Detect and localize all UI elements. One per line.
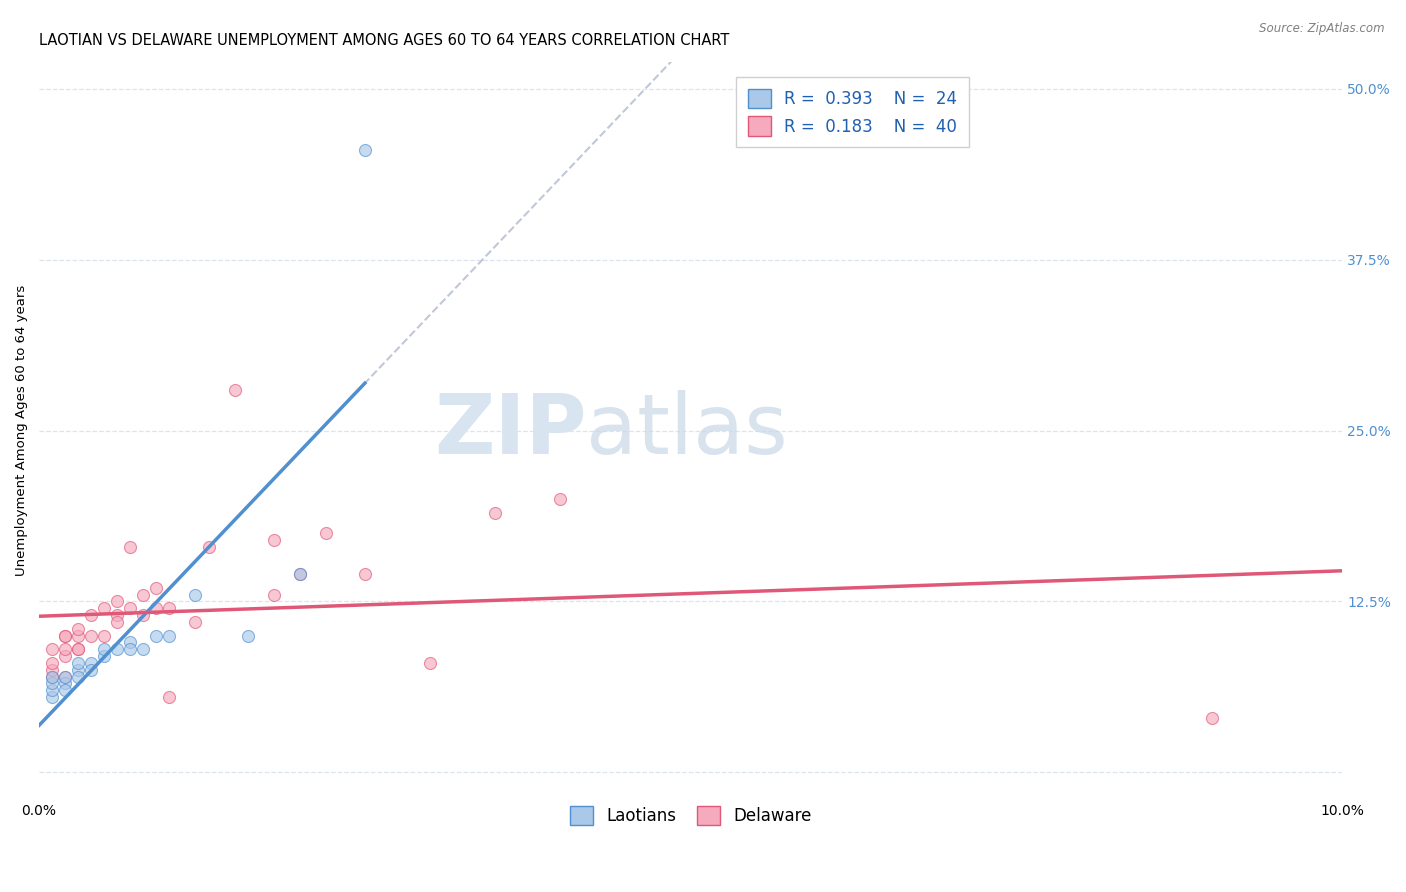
- Point: [120, 540, 142, 554]
- Point: [67, 642, 90, 657]
- Text: atlas: atlas: [586, 390, 789, 471]
- Point: [80, 663, 103, 677]
- Point: [53, 648, 76, 663]
- Point: [224, 383, 246, 397]
- Point: [53, 669, 76, 683]
- Point: [263, 588, 285, 602]
- Point: [67, 642, 90, 657]
- Point: [93, 648, 115, 663]
- Point: [197, 540, 219, 554]
- Point: [120, 601, 142, 615]
- Point: [67, 663, 90, 677]
- Point: [288, 567, 311, 582]
- Point: [41, 676, 63, 690]
- Legend: Laotians, Delaware: Laotians, Delaware: [560, 797, 821, 836]
- Point: [53, 683, 76, 698]
- Point: [145, 601, 167, 615]
- Point: [53, 628, 76, 642]
- Point: [120, 635, 142, 649]
- Point: [41, 669, 63, 683]
- Point: [354, 567, 377, 582]
- Point: [41, 656, 63, 670]
- Point: [93, 642, 115, 657]
- Point: [236, 628, 259, 642]
- Point: [93, 628, 115, 642]
- Point: [288, 567, 311, 582]
- Point: [145, 581, 167, 595]
- Point: [105, 615, 128, 629]
- Point: [1201, 710, 1223, 724]
- Point: [184, 588, 207, 602]
- Point: [80, 607, 103, 622]
- Point: [41, 642, 63, 657]
- Point: [53, 669, 76, 683]
- Point: [80, 628, 103, 642]
- Point: [184, 615, 207, 629]
- Point: [132, 607, 155, 622]
- Point: [67, 669, 90, 683]
- Point: [132, 642, 155, 657]
- Point: [145, 628, 167, 642]
- Point: [105, 594, 128, 608]
- Point: [105, 642, 128, 657]
- Point: [53, 628, 76, 642]
- Point: [67, 628, 90, 642]
- Point: [67, 656, 90, 670]
- Text: Source: ZipAtlas.com: Source: ZipAtlas.com: [1260, 22, 1385, 36]
- Point: [159, 690, 181, 704]
- Text: LAOTIAN VS DELAWARE UNEMPLOYMENT AMONG AGES 60 TO 64 YEARS CORRELATION CHART: LAOTIAN VS DELAWARE UNEMPLOYMENT AMONG A…: [39, 33, 730, 48]
- Point: [354, 144, 377, 158]
- Point: [80, 656, 103, 670]
- Point: [105, 607, 128, 622]
- Point: [41, 663, 63, 677]
- Point: [315, 526, 337, 541]
- Point: [419, 656, 441, 670]
- Point: [53, 642, 76, 657]
- Point: [53, 676, 76, 690]
- Point: [41, 669, 63, 683]
- Y-axis label: Unemployment Among Ages 60 to 64 years: Unemployment Among Ages 60 to 64 years: [15, 285, 28, 576]
- Point: [120, 642, 142, 657]
- Text: ZIP: ZIP: [434, 390, 586, 471]
- Point: [550, 491, 572, 506]
- Point: [41, 683, 63, 698]
- Point: [67, 622, 90, 636]
- Point: [159, 601, 181, 615]
- Point: [484, 506, 506, 520]
- Point: [41, 690, 63, 704]
- Point: [263, 533, 285, 547]
- Point: [132, 588, 155, 602]
- Point: [159, 628, 181, 642]
- Point: [93, 601, 115, 615]
